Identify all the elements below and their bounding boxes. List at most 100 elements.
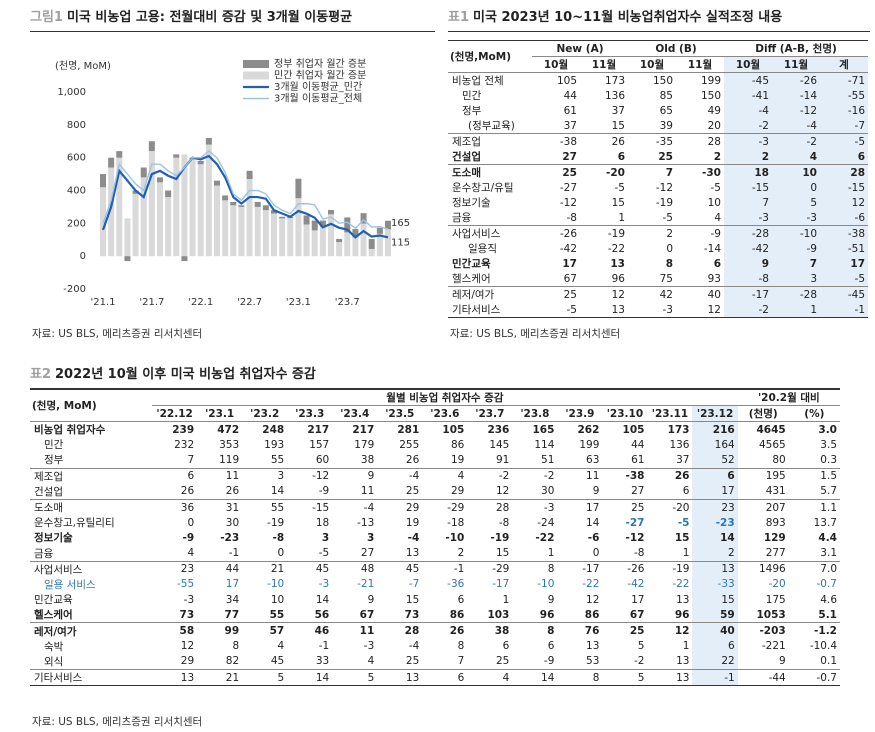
cell: -5 [820,271,869,287]
header-cell: (천명, MoM) [30,389,153,422]
bar [254,206,261,257]
cell: 217 [307,423,330,436]
y-tick-label: 1,000 [57,87,86,98]
cell: 19 [422,452,468,469]
cell: -1.2 [814,625,837,638]
cell: -20 [606,166,625,179]
cell: 150 [700,89,721,102]
row-label: 운수창고,유틸리티 [34,517,115,530]
cell: 7 [772,256,820,271]
row-label: (정부교육) [448,118,532,134]
cell: -19 [267,516,285,529]
bar [336,238,343,243]
cell: 73 [377,607,423,624]
bar [311,230,318,257]
cell: -2 [602,653,648,670]
cell: -45 [820,286,869,302]
cell: 67 [332,607,378,624]
source: 자료: US BLS, 메리츠증권 리서치센터 [450,328,621,340]
cell: 8 [232,640,240,653]
cell: 431 [737,483,789,500]
cell: 12 [676,302,724,318]
bar [376,233,383,257]
table-row: 운수창고/유틸 -27 -5 -12 -5 -15 0 -15 [448,180,869,195]
cell: 46 [314,625,330,638]
cell: -1 [197,545,243,562]
cell: -4 [408,640,420,653]
header-cell: Old (B) [628,40,724,57]
cell: 57 [269,625,285,638]
cell: 67 [532,271,580,287]
cell: 25 [628,149,676,165]
row-label: 제조업 [34,470,63,483]
cell: 86 [422,607,468,624]
table-row: 건설업 26 26 14 -9 11 25 29 12 30 9 27 6 17 431 5.7 [30,483,840,500]
cell: -8 [602,545,648,562]
cell: -28 [772,286,820,302]
cell: 15 [692,592,738,608]
cell: -27 [625,516,645,529]
cell: -23 [692,515,738,531]
x-tick-label: '21.1 [90,297,115,308]
bar [165,190,172,198]
cell: -3 [772,210,820,226]
bar [181,256,188,262]
cell: 129 [763,531,786,544]
header-cell: (천명,MoM) [448,40,532,73]
table-row: 비농업 취업자수 239 472 248 217 217 281 105 236 165 262 10… [30,421,840,438]
cell: -10.4 [809,640,837,653]
cell: 17 [586,501,600,514]
cell: 28 [820,164,869,180]
cell: 28 [495,501,510,514]
row-label: 건설업 [448,149,532,165]
cell: -8 [272,531,285,544]
header-cell: '23.10 [602,405,648,422]
cell: 17 [631,593,645,606]
cell: 255 [399,438,420,451]
cell: 157 [309,438,330,451]
cell: 4.6 [820,593,837,606]
bar [352,237,359,257]
bar [246,179,253,257]
cell: 8 [547,563,555,576]
cell: 105 [556,74,577,87]
cell: -1 [318,640,330,653]
cell: 51 [512,452,558,469]
cell: -2 [772,133,820,149]
table-title-bar: 표1 미국 2023년 10~11월 비농업취업자수 실적조정 내용 [448,5,870,32]
cell: 31 [225,501,240,514]
cell: 96 [647,607,693,624]
cell: 0.1 [788,653,840,670]
cell: 21 [197,669,243,687]
cell: -1 [692,669,738,687]
table-row: 외식 29 82 45 33 4 25 7 25 -9 53 -2 13 22 9 0.1 [30,653,840,670]
cell: 38 [494,625,510,638]
cell: 13.7 [813,516,837,529]
bar [295,198,302,257]
row-label: 일용직 [468,243,497,255]
cell: 12 [820,195,869,210]
table-title-bar: 표2 2022년 10월 이후 미국 비농업 취업자수 증감 [30,362,840,389]
cell: -203 [759,625,786,638]
header-cell: '23.12 [692,405,738,422]
cell: -10 [445,531,465,544]
cell: -18 [447,516,465,529]
chart: (천명, MoM) -200 0 200 400 600 800 1,000 '21.1 '21… [55,57,410,308]
cell: -12 [655,181,673,194]
header-row: (천명, MoM) 월별 비농업 취업자수 증감 '20.2월 대비 [30,389,840,422]
header-cell: '23.8 [512,405,558,422]
table-row: 금융 -8 1 -5 4 -3 -3 -6 [448,210,869,226]
cell: 12 [467,483,513,500]
table-row: 헬스케어 73 77 55 56 67 73 86 103 96 86 67 96 59 1053 5.1 [30,607,840,624]
header-cell: (천명) [737,405,789,422]
cell: 29 [405,501,420,514]
cell: 216 [692,421,738,438]
cell: 13 [377,545,423,562]
cell: 5 [602,669,648,687]
row-label: 기타서비스 [30,669,153,687]
header-cell: '23.11 [647,405,693,422]
cell: 105 [622,423,645,436]
cell: 173 [667,423,690,436]
cell: 26 [611,135,625,148]
cell: -51 [820,241,869,256]
